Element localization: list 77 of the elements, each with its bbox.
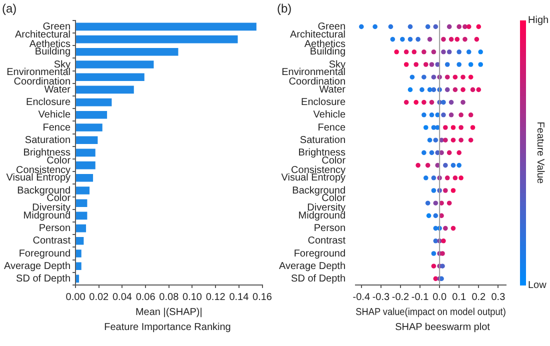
x-tick-label: -0.2 xyxy=(392,292,410,303)
color-bar-title: Feature Value xyxy=(534,122,546,184)
y-tick-label: Saturation xyxy=(300,134,346,146)
bar xyxy=(76,236,84,245)
x-tick-label: 0.1 xyxy=(452,292,466,303)
y-tick-label: Enclosure xyxy=(26,97,71,108)
bar xyxy=(76,224,86,232)
y-tick-label: Water xyxy=(44,84,72,96)
y-tick-label: Enclosure xyxy=(301,97,346,108)
y-tick-label: Brightness xyxy=(23,147,71,158)
y-tick-label: Average Depth xyxy=(4,260,71,272)
bar xyxy=(76,274,80,283)
bar xyxy=(76,86,134,94)
y-tick-label: Average Depth xyxy=(278,260,346,272)
bar xyxy=(76,136,98,144)
x-tick-label: -0.3 xyxy=(372,292,390,303)
x-tick-label: 0.00 xyxy=(66,292,86,303)
y-tick-label: Building xyxy=(34,46,71,58)
chart-title: (a) xyxy=(2,2,17,16)
x-tick-label: 0.0 xyxy=(432,292,447,303)
y-tick-label: Background xyxy=(292,185,346,196)
x-tick-label: 0.2 xyxy=(472,292,486,303)
y-tick-label: SD of Depth xyxy=(16,273,71,284)
x-tick-label: 0.08 xyxy=(159,292,180,303)
y-tick-label: Water xyxy=(319,84,346,96)
color-bar-label: Low xyxy=(528,280,548,291)
x-tick-label: 0.16 xyxy=(252,292,272,303)
y-tick-label: Sky xyxy=(328,59,346,70)
bar xyxy=(76,22,256,31)
x-tick-label: 0.04 xyxy=(112,292,132,303)
x-tick-label: 0.06 xyxy=(136,292,156,303)
y-tick-label: Brightness xyxy=(298,147,346,158)
bar xyxy=(76,73,144,82)
x-tick-label: 0.14 xyxy=(229,292,250,303)
bar xyxy=(76,35,238,44)
y-tick-label: Contrast xyxy=(308,236,346,247)
bar xyxy=(76,174,94,182)
x-tick-label: 0.02 xyxy=(89,292,110,303)
y-tick-label: Vehicle xyxy=(313,110,346,121)
text: SHAP beeswarm plot xyxy=(394,322,490,333)
x-tick-label: -0.1 xyxy=(411,292,430,303)
y-tick-label: Visual Entropy xyxy=(281,172,346,184)
y-tick-label: Saturation xyxy=(24,134,71,146)
x-tick-label: -0.4 xyxy=(352,292,370,303)
y-tick-label: SD of Depth xyxy=(291,273,346,284)
y-tick-label: Sky xyxy=(54,59,71,70)
y-tick-label: Contrast xyxy=(32,236,71,247)
y-tick-label: Visual Entropy xyxy=(6,172,71,184)
y-tick-label: Vehicle xyxy=(38,110,71,121)
x-axis-title: SHAP value(impact on model output) xyxy=(356,306,506,318)
y-tick-label: Foreground xyxy=(294,248,346,260)
y-tick-label: Building xyxy=(310,46,346,58)
bar xyxy=(76,186,90,194)
bar xyxy=(76,110,108,119)
text: Feature Importance Ranking xyxy=(103,322,231,333)
bar xyxy=(76,262,82,270)
y-tick-label: Person xyxy=(38,223,71,234)
x-tick-label: 0.10 xyxy=(182,292,202,303)
bar xyxy=(76,250,82,258)
bar xyxy=(76,148,96,157)
x-tick-label: 0.12 xyxy=(206,292,226,303)
bar xyxy=(76,60,154,68)
y-tick-label: Person xyxy=(314,223,346,234)
y-tick-label: Fence xyxy=(42,122,71,134)
y-tick-label: Fence xyxy=(318,122,346,134)
x-axis-title: Mean |(SHAP)| xyxy=(135,306,202,318)
bar xyxy=(76,199,88,208)
y-tick-label: Foreground xyxy=(18,248,71,260)
bar xyxy=(76,48,178,56)
chart-title: (b) xyxy=(277,2,292,16)
bar xyxy=(76,212,88,220)
bar xyxy=(76,98,112,106)
bar xyxy=(76,124,102,132)
bar xyxy=(76,161,96,170)
color-bar-label: High xyxy=(528,15,549,26)
x-tick-label: 0.3 xyxy=(491,292,506,303)
y-tick-label: Background xyxy=(17,185,71,196)
